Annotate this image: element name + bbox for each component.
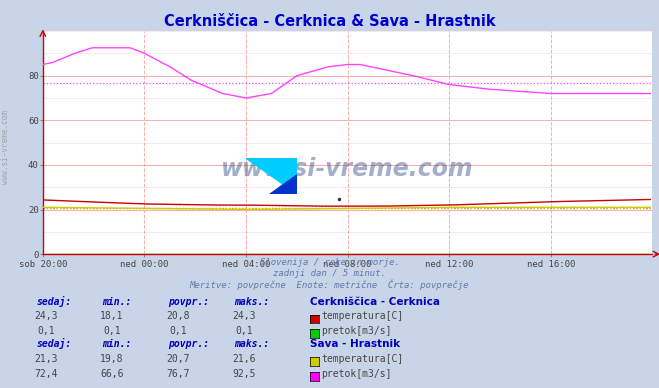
- Text: zadnji dan / 5 minut.: zadnji dan / 5 minut.: [273, 269, 386, 278]
- Text: 0,1: 0,1: [235, 326, 252, 336]
- Text: 21,3: 21,3: [34, 354, 58, 364]
- Polygon shape: [269, 174, 297, 194]
- Text: 24,3: 24,3: [232, 311, 256, 321]
- Text: sedaj:: sedaj:: [36, 296, 71, 307]
- Text: www.si-vreme.com: www.si-vreme.com: [1, 111, 10, 184]
- Polygon shape: [246, 158, 297, 194]
- Text: min.:: min.:: [102, 339, 132, 349]
- Text: 24,3: 24,3: [34, 311, 58, 321]
- Text: Cerkniščica - Cerknica: Cerkniščica - Cerknica: [310, 296, 440, 307]
- Text: Sava - Hrastnik: Sava - Hrastnik: [310, 339, 400, 349]
- Text: 20,8: 20,8: [166, 311, 190, 321]
- Text: min.:: min.:: [102, 296, 132, 307]
- Text: 0,1: 0,1: [169, 326, 186, 336]
- Text: 18,1: 18,1: [100, 311, 124, 321]
- Text: 76,7: 76,7: [166, 369, 190, 379]
- Text: Cerkniščica - Cerknica & Sava - Hrastnik: Cerkniščica - Cerknica & Sava - Hrastnik: [163, 14, 496, 29]
- Text: Slovenija / reke in morje.: Slovenija / reke in morje.: [260, 258, 399, 267]
- Text: maks.:: maks.:: [234, 339, 269, 349]
- Text: pretok[m3/s]: pretok[m3/s]: [322, 369, 392, 379]
- Text: povpr.:: povpr.:: [168, 296, 209, 307]
- Text: 19,8: 19,8: [100, 354, 124, 364]
- Text: 92,5: 92,5: [232, 369, 256, 379]
- Text: 20,7: 20,7: [166, 354, 190, 364]
- Text: 0,1: 0,1: [103, 326, 121, 336]
- Text: www.si-vreme.com: www.si-vreme.com: [221, 158, 474, 181]
- Text: 72,4: 72,4: [34, 369, 58, 379]
- Text: Meritve: povprečne  Enote: metrične  Črta: povprečje: Meritve: povprečne Enote: metrične Črta:…: [190, 280, 469, 290]
- Text: temperatura[C]: temperatura[C]: [322, 311, 404, 321]
- Text: 66,6: 66,6: [100, 369, 124, 379]
- Text: 21,6: 21,6: [232, 354, 256, 364]
- Text: temperatura[C]: temperatura[C]: [322, 354, 404, 364]
- Text: povpr.:: povpr.:: [168, 339, 209, 349]
- Text: 0,1: 0,1: [38, 326, 55, 336]
- Text: pretok[m3/s]: pretok[m3/s]: [322, 326, 392, 336]
- Text: maks.:: maks.:: [234, 296, 269, 307]
- Text: sedaj:: sedaj:: [36, 338, 71, 349]
